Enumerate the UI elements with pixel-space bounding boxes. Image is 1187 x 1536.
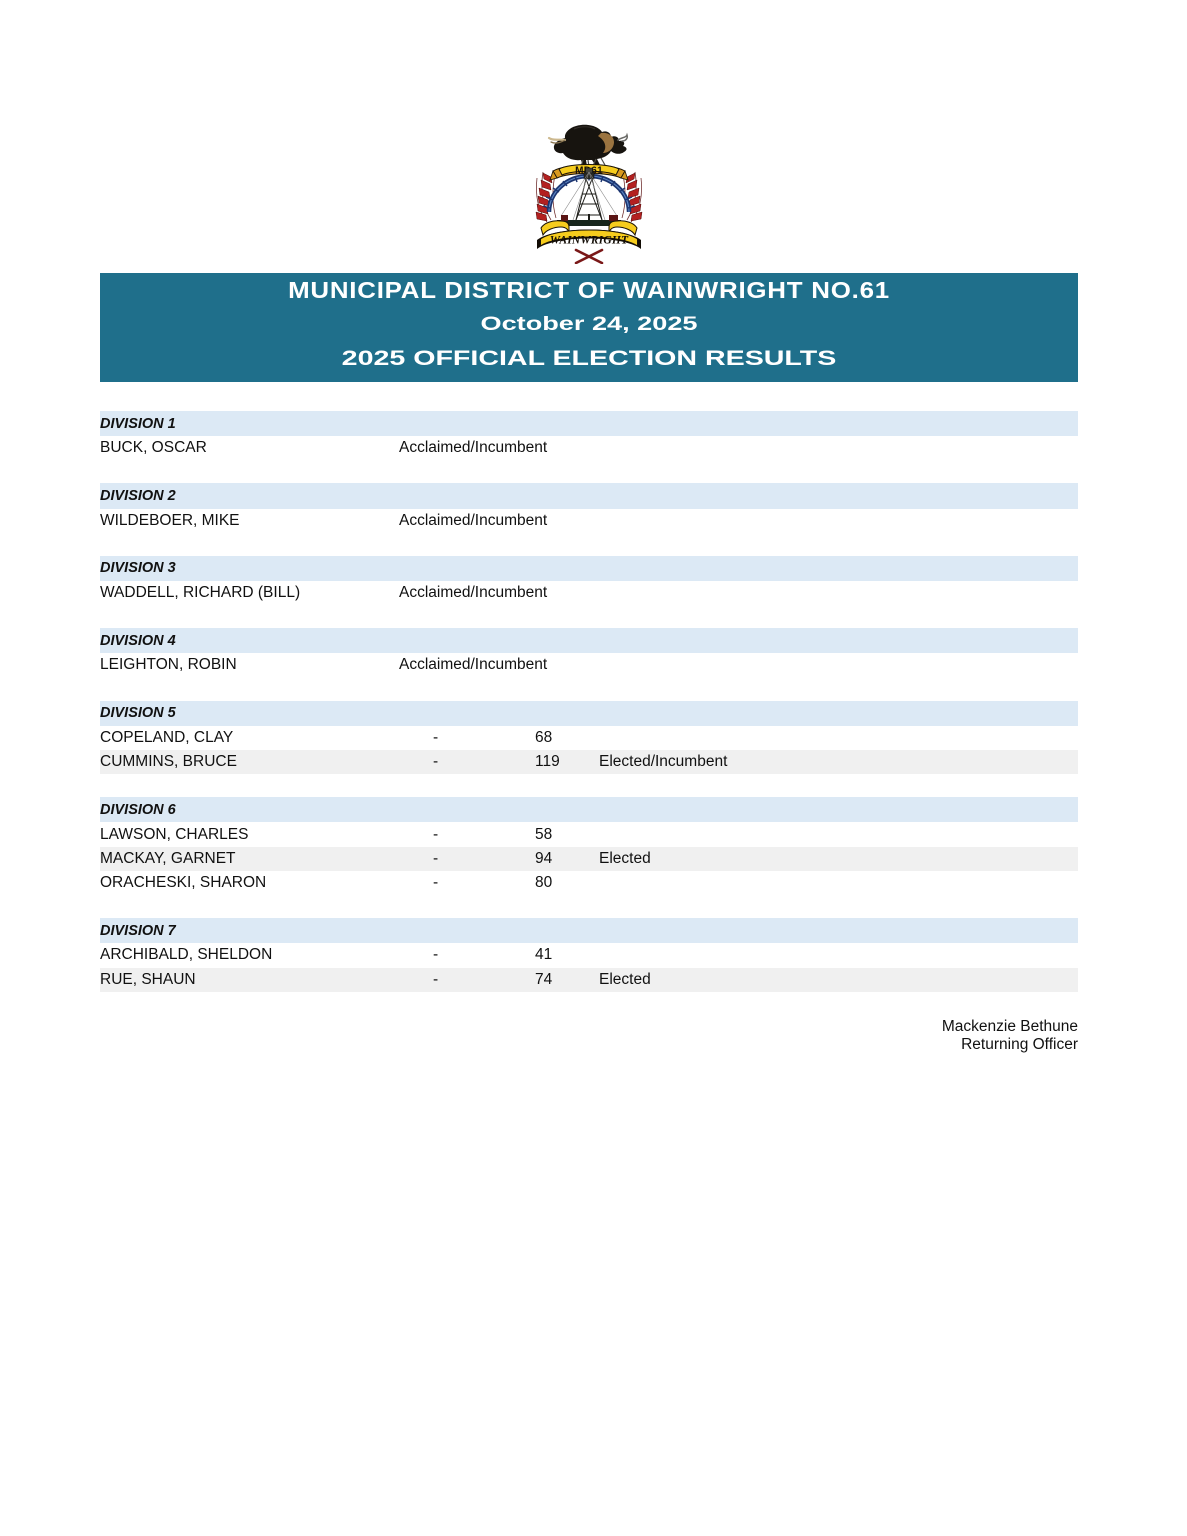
- svg-text:WAINWRIGHT: WAINWRIGHT: [550, 235, 629, 247]
